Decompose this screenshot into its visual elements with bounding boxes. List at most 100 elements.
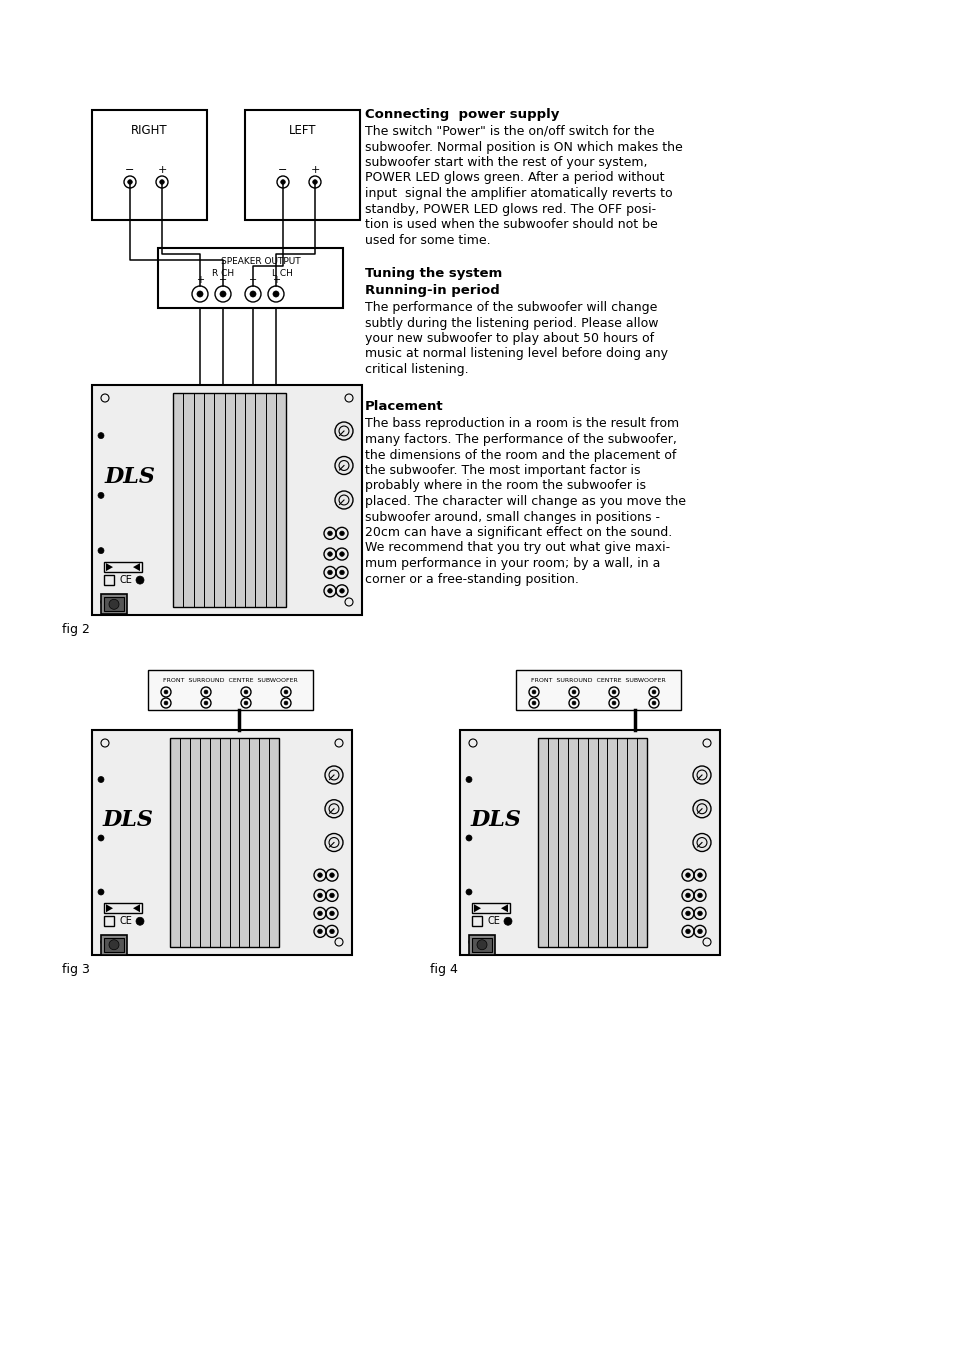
Circle shape: [465, 777, 472, 782]
Circle shape: [325, 800, 343, 817]
Bar: [91, 109, 207, 220]
Circle shape: [196, 290, 203, 297]
Circle shape: [244, 701, 248, 705]
Circle shape: [220, 290, 226, 297]
Circle shape: [697, 911, 701, 916]
Text: music at normal listening level before doing any: music at normal listening level before d…: [365, 347, 667, 361]
Bar: [158, 249, 343, 308]
Text: POWER LED glows green. After a period without: POWER LED glows green. After a period wi…: [365, 172, 664, 185]
Text: subwoofer start with the rest of your system,: subwoofer start with the rest of your sy…: [365, 155, 647, 169]
Circle shape: [136, 917, 144, 925]
Text: 20cm can have a significant effect on the sound.: 20cm can have a significant effect on th…: [365, 526, 672, 539]
Text: The switch "Power" is the on/off switch for the: The switch "Power" is the on/off switch …: [365, 126, 654, 138]
Text: corner or a free-standing position.: corner or a free-standing position.: [365, 573, 578, 585]
Circle shape: [330, 873, 334, 877]
Text: fig 2: fig 2: [62, 624, 90, 636]
Circle shape: [572, 701, 576, 705]
Text: −: −: [125, 165, 134, 176]
Circle shape: [313, 180, 317, 184]
Circle shape: [612, 690, 616, 694]
Circle shape: [612, 701, 616, 705]
Circle shape: [335, 422, 353, 440]
Circle shape: [572, 690, 576, 694]
Text: The performance of the subwoofer will change: The performance of the subwoofer will ch…: [365, 301, 657, 313]
Circle shape: [330, 929, 334, 934]
Circle shape: [317, 911, 322, 916]
Circle shape: [697, 929, 701, 934]
Circle shape: [339, 551, 344, 557]
Circle shape: [685, 911, 690, 916]
Circle shape: [685, 929, 690, 934]
Text: subtly during the listening period. Please allow: subtly during the listening period. Plea…: [365, 316, 658, 330]
Bar: [516, 670, 680, 711]
Bar: [537, 738, 646, 947]
Bar: [91, 730, 352, 955]
Text: subwoofer. Normal position is ON which makes the: subwoofer. Normal position is ON which m…: [365, 141, 682, 154]
Polygon shape: [106, 904, 112, 912]
Circle shape: [339, 531, 344, 535]
Text: +: +: [310, 165, 319, 176]
Polygon shape: [474, 904, 480, 912]
Text: LEFT: LEFT: [289, 123, 315, 136]
Polygon shape: [500, 904, 507, 912]
Circle shape: [317, 873, 322, 877]
Text: DLS: DLS: [471, 809, 521, 831]
Bar: [104, 938, 124, 951]
Bar: [91, 385, 361, 615]
Circle shape: [98, 889, 104, 894]
Text: placed. The character will change as you move the: placed. The character will change as you…: [365, 494, 685, 508]
Circle shape: [98, 777, 104, 782]
Circle shape: [652, 701, 656, 705]
Circle shape: [330, 911, 334, 916]
Circle shape: [109, 940, 119, 950]
Circle shape: [325, 766, 343, 784]
Bar: [469, 935, 495, 955]
Circle shape: [335, 457, 353, 474]
Circle shape: [697, 893, 701, 897]
Circle shape: [128, 180, 132, 184]
Circle shape: [98, 547, 104, 554]
Polygon shape: [132, 904, 140, 912]
Text: Tuning the system: Tuning the system: [365, 267, 501, 280]
Circle shape: [330, 893, 334, 897]
Circle shape: [317, 929, 322, 934]
Text: The bass reproduction in a room is the result from: The bass reproduction in a room is the r…: [365, 417, 679, 431]
Circle shape: [652, 690, 656, 694]
Circle shape: [109, 600, 119, 609]
Bar: [170, 738, 279, 947]
Bar: [148, 670, 313, 711]
Circle shape: [465, 889, 472, 894]
Text: CE: CE: [487, 916, 500, 927]
Text: SPEAKER OUTPUT: SPEAKER OUTPUT: [220, 258, 300, 266]
Bar: [459, 730, 720, 955]
Text: DLS: DLS: [104, 466, 155, 488]
Text: many factors. The performance of the subwoofer,: many factors. The performance of the sub…: [365, 434, 677, 446]
Text: tion is used when the subwoofer should not be: tion is used when the subwoofer should n…: [365, 218, 657, 231]
Bar: [472, 938, 492, 951]
Text: your new subwoofer to play about 50 hours of: your new subwoofer to play about 50 hour…: [365, 332, 654, 345]
Bar: [104, 576, 113, 585]
Text: Running-in period: Running-in period: [365, 284, 499, 297]
Text: +: +: [157, 165, 167, 176]
Bar: [472, 916, 481, 927]
Bar: [472, 904, 510, 913]
Bar: [101, 935, 127, 955]
Text: standby, POWER LED glows red. The OFF posi-: standby, POWER LED glows red. The OFF po…: [365, 203, 656, 216]
Circle shape: [328, 570, 332, 574]
Circle shape: [250, 290, 255, 297]
Text: used for some time.: used for some time.: [365, 234, 490, 246]
Text: FRONT  SURROUND  CENTRE  SUBWOOFER: FRONT SURROUND CENTRE SUBWOOFER: [163, 677, 297, 682]
Text: CE: CE: [119, 916, 132, 927]
Circle shape: [692, 800, 710, 817]
Circle shape: [280, 180, 285, 184]
Text: L CH: L CH: [272, 269, 292, 278]
Text: FRONT  SURROUND  CENTRE  SUBWOOFER: FRONT SURROUND CENTRE SUBWOOFER: [531, 677, 665, 682]
Bar: [101, 594, 127, 615]
Bar: [104, 597, 124, 611]
Text: +: +: [272, 276, 280, 285]
Text: fig 3: fig 3: [62, 963, 90, 977]
Circle shape: [159, 180, 164, 184]
Circle shape: [503, 917, 512, 925]
Circle shape: [339, 589, 344, 593]
Polygon shape: [106, 563, 112, 571]
